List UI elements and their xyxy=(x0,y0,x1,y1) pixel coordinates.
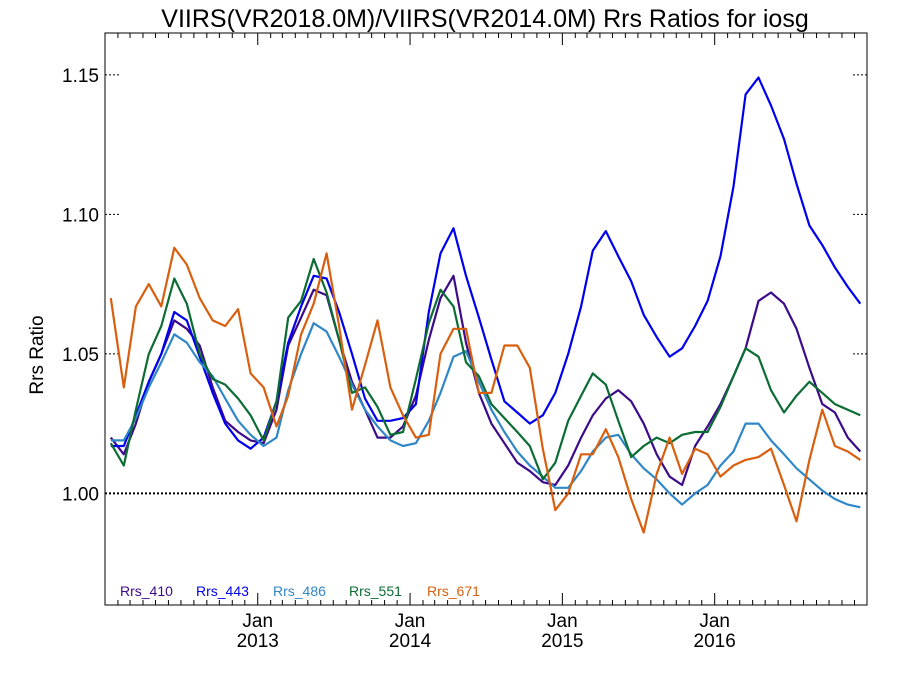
series-line-rrs-443 xyxy=(110,76,862,450)
y-tick-label: 1.00 xyxy=(62,484,99,505)
x-tick-label-year: 2013 xyxy=(237,631,279,652)
x-tick-label-year: 2016 xyxy=(694,631,736,652)
y-tick-label: 1.05 xyxy=(62,345,99,366)
plot-area: 1.001.051.101.15 Jan2013Jan2014Jan2015Ja… xyxy=(62,32,868,652)
chart-title: VIIRS(VR2018.0M)/VIIRS(VR2014.0M) Rrs Ra… xyxy=(161,5,808,33)
x-tick-label-year: 2015 xyxy=(541,631,583,652)
legend-item-rrs-443: Rrs_443 xyxy=(196,583,249,599)
legend-item-rrs-410: Rrs_410 xyxy=(120,583,173,599)
x-tick-label-month: Jan xyxy=(699,611,730,632)
series-lines xyxy=(109,76,862,534)
series-line-rrs-486 xyxy=(110,322,861,509)
x-tick-label-month: Jan xyxy=(547,611,578,632)
series-line-rrs-551 xyxy=(109,257,861,481)
legend: Rrs_410 Rrs_443 Rrs_486 Rrs_551 Rrs_671 xyxy=(120,583,480,599)
legend-item-rrs-486: Rrs_486 xyxy=(273,583,326,599)
y-tick-label: 1.15 xyxy=(62,66,99,87)
x-tick-label-year: 2014 xyxy=(389,631,432,652)
x-tick-label-month: Jan xyxy=(395,611,426,632)
series-line-rrs-671 xyxy=(109,246,861,534)
y-tick-label: 1.10 xyxy=(62,205,99,226)
y-axis-label: Rrs Ratio xyxy=(27,315,48,394)
y-axis: 1.00 1.05 1.10 1.15 xyxy=(62,66,867,505)
x-tick-label-month: Jan xyxy=(242,611,273,632)
series-line-rrs-410 xyxy=(109,274,862,487)
legend-item-rrs-671: Rrs_671 xyxy=(427,583,480,599)
legend-item-rrs-551: Rrs_551 xyxy=(349,583,402,599)
